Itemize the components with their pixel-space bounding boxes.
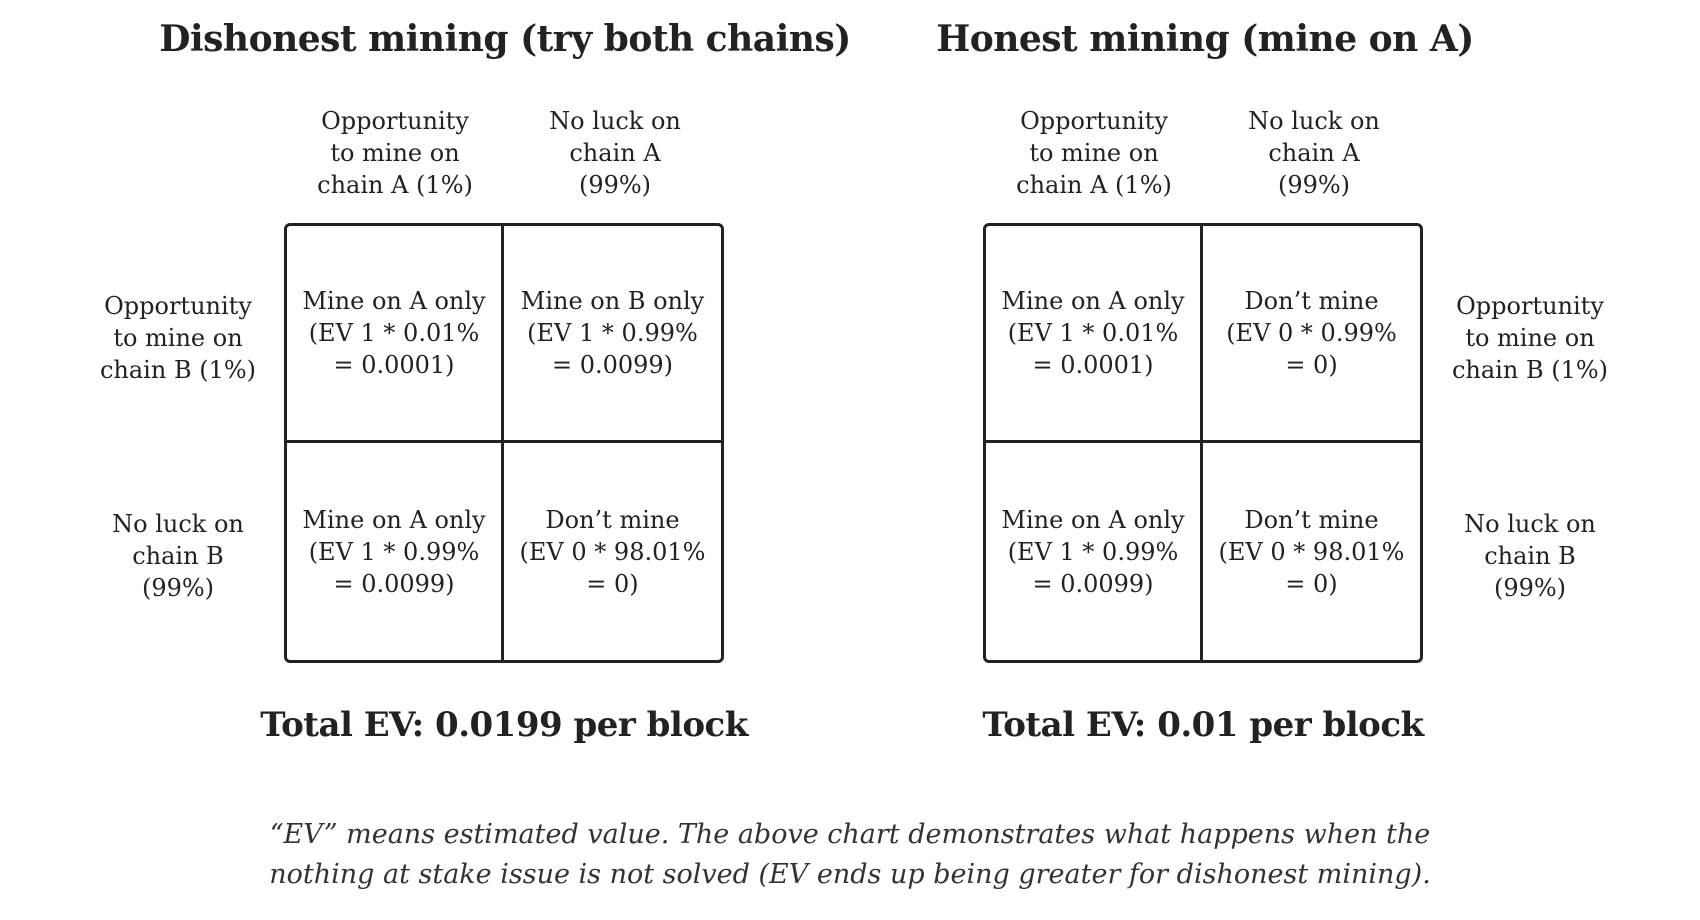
right-cell-top-right: Don’t mine (EV 0 * 0.99% = 0)	[1203, 226, 1420, 443]
dishonest-mining-grid: Mine on A only (EV 1 * 0.01% = 0.0001) M…	[284, 223, 724, 663]
left-cell-top-left: Mine on A only (EV 1 * 0.01% = 0.0001)	[287, 226, 504, 443]
left-col-header-chain-a-no-luck: No luck on chain A (99%)	[549, 107, 681, 199]
honest-total-ev: Total EV: 0.01 per block	[982, 705, 1424, 745]
right-cell-bottom-left: Mine on A only (EV 1 * 0.99% = 0.0099)	[986, 443, 1203, 660]
left-row-header-chain-b-no-luck: No luck on chain B (99%)	[112, 510, 244, 602]
right-row-header-chain-b-opportunity: Opportunity to mine on chain B (1%)	[1451, 292, 1609, 384]
dishonest-total-ev: Total EV: 0.0199 per block	[260, 705, 748, 745]
dishonest-mining-title: Dishonest mining (try both chains)	[159, 18, 851, 60]
left-cell-bottom-right: Don’t mine (EV 0 * 98.01% = 0)	[519, 505, 706, 598]
honest-mining-grid: Mine on A only (EV 1 * 0.01% = 0.0001) D…	[983, 223, 1423, 663]
honest-mining-title: Honest mining (mine on A)	[936, 18, 1474, 60]
right-col-header-chain-a-no-luck: No luck on chain A (99%)	[1248, 107, 1380, 199]
caption: “EV” means estimated value. The above ch…	[269, 819, 1431, 890]
right-cell-bottom-right: Don’t mine (EV 0 * 98.01% = 0)	[1218, 505, 1405, 598]
left-cell-bottom-left: Mine on A only (EV 1 * 0.99% = 0.0099)	[287, 443, 504, 660]
left-col-header-chain-a-opportunity: Opportunity to mine on chain A (1%)	[317, 107, 473, 199]
left-row-header-chain-b-opportunity: Opportunity to mine on chain B (1%)	[99, 292, 257, 384]
right-row-header-chain-b-no-luck: No luck on chain B (99%)	[1464, 510, 1596, 602]
right-cell-top-left: Mine on A only (EV 1 * 0.01% = 0.0001)	[986, 226, 1203, 443]
right-col-header-chain-a-opportunity: Opportunity to mine on chain A (1%)	[1016, 107, 1172, 199]
left-cell-top-right: Mine on B only (EV 1 * 0.99% = 0.0099)	[504, 226, 721, 443]
